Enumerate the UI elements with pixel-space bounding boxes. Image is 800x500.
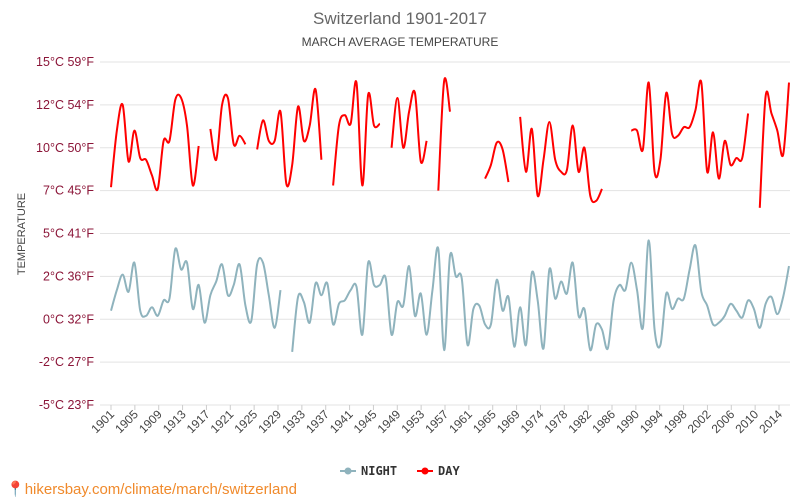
day-series-line — [110, 93, 200, 192]
x-tick-label: 2006 — [709, 407, 738, 436]
legend-item-night[interactable]: NIGHT — [340, 464, 397, 478]
night-series-line — [291, 239, 790, 352]
y-tick-label: 12°C 54°F — [36, 98, 94, 112]
y-tick-label: 10°C 50°F — [36, 141, 94, 155]
x-tick-label: 1925 — [231, 407, 260, 436]
series-lines — [110, 77, 790, 352]
legend-night-marker — [344, 467, 352, 475]
y-axis-label: TEMPERATURE — [16, 193, 28, 275]
day-series-line — [484, 140, 510, 183]
x-tick-label: 1945 — [351, 407, 380, 436]
legend-item-day[interactable]: DAY — [417, 464, 460, 478]
y-tick-label: 15°C 59°F — [36, 55, 94, 69]
x-tick-label: 1982 — [565, 407, 594, 436]
x-tick-label: 2002 — [685, 407, 714, 436]
day-series-line — [332, 80, 381, 187]
x-tick-label: 1978 — [542, 407, 571, 436]
day-series-line — [519, 116, 603, 204]
x-tick-label: 1921 — [208, 407, 237, 436]
x-tick-label: 1957 — [422, 407, 451, 436]
x-tick-label: 1961 — [446, 407, 475, 436]
legend-day-label: DAY — [438, 464, 460, 478]
day-series-line — [209, 93, 247, 161]
y-ticks: 15°C 59°F 12°C 54°F 10°C 50°F 7°C 45°F 5°C 4… — [36, 55, 94, 412]
x-tick-label: 1974 — [518, 407, 547, 436]
grid — [100, 61, 790, 406]
chart-subtitle: MARCH AVERAGE TEMPERATURE — [302, 35, 499, 49]
night-series-line — [110, 247, 282, 329]
x-tick-label: 1953 — [398, 407, 427, 436]
x-tick-label: 2010 — [732, 407, 761, 436]
x-tick-label: 2014 — [756, 407, 785, 436]
x-tick-label: 1998 — [661, 407, 690, 436]
chart-title: Switzerland 1901-2017 — [313, 9, 487, 28]
location-pin-icon: 📍 — [6, 481, 25, 498]
x-tick-label: 1917 — [184, 407, 213, 436]
legend-day-marker — [421, 467, 429, 475]
day-series-line — [630, 79, 750, 180]
legend-night-label: NIGHT — [361, 464, 397, 478]
legend[interactable]: NIGHT DAY — [340, 464, 460, 478]
x-tick-label: 1994 — [637, 407, 666, 436]
x-tick-label: 1941 — [327, 407, 356, 436]
day-series-line — [758, 82, 790, 208]
x-tick-label: 1937 — [303, 407, 332, 436]
x-tick-label: 1949 — [375, 407, 404, 436]
x-tick-label: 1969 — [494, 407, 523, 436]
x-tick-label: 1965 — [470, 407, 499, 436]
x-tick-label: 1929 — [255, 407, 284, 436]
watermark-link[interactable]: 📍hikersbay.com/climate/march/switzerland — [6, 480, 297, 498]
y-tick-label: 7°C 45°F — [43, 184, 94, 198]
x-tick-label: 1986 — [589, 407, 618, 436]
y-tick-label: -5°C 23°F — [39, 398, 95, 412]
x-tick-label: 1990 — [613, 407, 642, 436]
x-tick-label: 1909 — [136, 407, 165, 436]
y-tick-label: 2°C 36°F — [43, 269, 94, 283]
x-ticks: 1901190519091913191719211925192919331937… — [88, 405, 785, 436]
y-tick-label: 0°C 32°F — [43, 312, 94, 326]
x-tick-label: 1933 — [279, 407, 308, 436]
day-series-line — [437, 77, 451, 191]
y-tick-label: 5°C 41°F — [43, 227, 94, 241]
day-series-line — [256, 87, 323, 188]
day-series-line — [390, 89, 428, 165]
y-tick-label: -2°C 27°F — [39, 355, 95, 369]
x-tick-label: 1913 — [160, 407, 189, 436]
x-tick-label: 1905 — [112, 407, 141, 436]
watermark-text: hikersbay.com/climate/march/switzerland — [24, 481, 297, 498]
